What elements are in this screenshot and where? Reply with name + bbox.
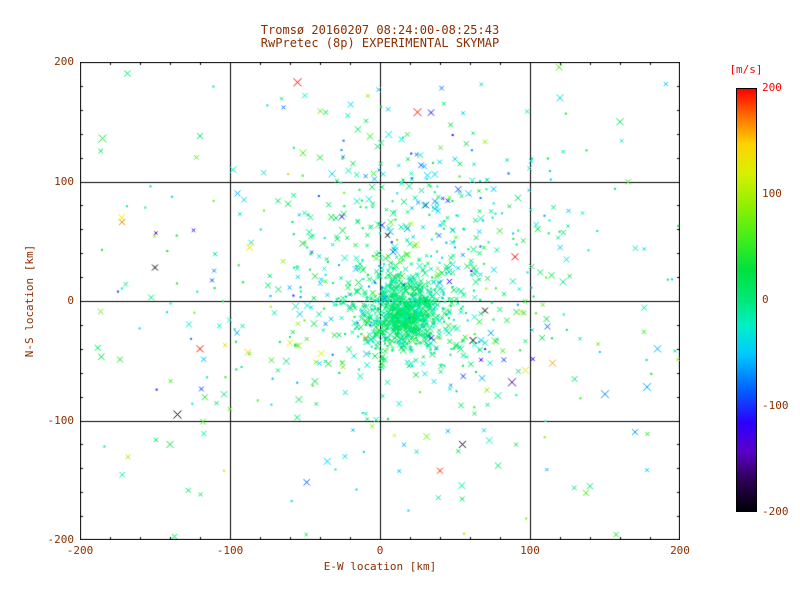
- y-tick-label: -200: [47, 533, 75, 546]
- colorbar: [736, 88, 757, 512]
- x-axis-label: E-W location [km]: [323, 560, 437, 573]
- colorbar-tick-label: -100: [762, 399, 789, 412]
- x-tick-label: -200: [66, 544, 94, 557]
- colorbar-tick-label: -200: [762, 505, 789, 518]
- y-tick-label: 100: [54, 174, 74, 188]
- colorbar-tick-label: 0: [762, 293, 769, 306]
- y-tick-label: -100: [47, 413, 75, 427]
- y-tick-label: 0: [67, 294, 74, 307]
- colorbar-units-label: [m/s]: [729, 63, 763, 76]
- scatter-plot-canvas: [80, 62, 680, 540]
- x-tick-label: 0: [376, 544, 384, 557]
- colorbar-tick-label: 100: [762, 187, 782, 200]
- plot-subtitle: RwPretec (8p) EXPERIMENTAL SKYMAP: [260, 36, 500, 50]
- plot-title: Tromsø 20160207 08:24:00-08:25:43: [260, 23, 500, 37]
- x-tick-label: 200: [670, 544, 690, 557]
- y-axis-label: N-S location [km]: [23, 244, 36, 358]
- x-tick-label: 100: [520, 544, 540, 557]
- y-tick-label: 200: [54, 55, 74, 68]
- colorbar-tick-label: 200: [762, 81, 782, 94]
- x-tick-label: -100: [216, 544, 244, 557]
